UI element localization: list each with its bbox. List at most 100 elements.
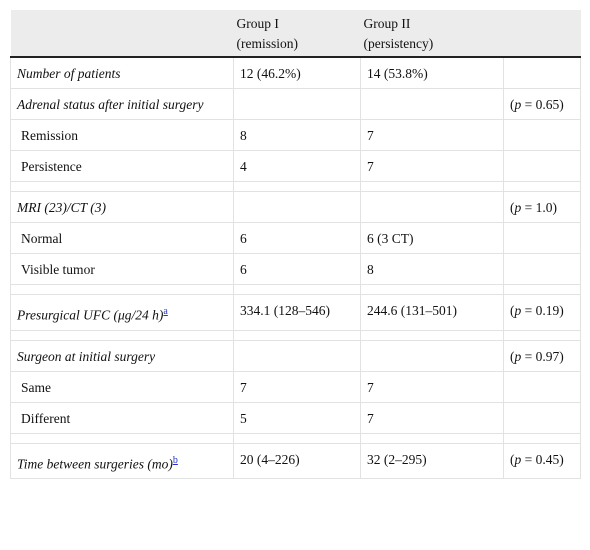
row-label: Adrenal status after initial surgery [17,97,204,112]
spacer-cell [503,181,581,192]
value-cell [360,339,504,372]
cell-value: 8 [240,128,247,143]
p-cell [503,370,581,403]
p-value-part: = 0.65) [521,97,564,112]
spacer-cell [360,329,504,341]
row: MRI (23)/CT (3) (p = 1.0) [10,191,581,223]
label-cell: Normal [10,222,234,254]
row: Number of patients 12 (46.2%) 14 (53.8%) [10,56,581,89]
cell-value: 12 (46.2%) [240,66,301,81]
value-cell: 244.6 (131–501) [360,294,504,331]
spacer-row [10,181,581,192]
row-label: Number of patients [17,66,121,81]
sub-row: Remission 8 7 [10,119,581,151]
footnote-link[interactable]: a [163,306,168,317]
value-cell: 7 [360,370,504,403]
p-cell [503,56,581,89]
value-cell [233,88,361,120]
p-cell: (p = 1.0) [503,191,581,223]
p-value-part: p [514,97,522,112]
cell-value: 7 [367,128,374,143]
row-label: Normal [21,231,63,246]
value-cell: 6 [233,253,361,285]
p-value-part: p [514,348,522,364]
row: Presurgical UFC (μg/24 h)a 334.1 (128–546… [10,294,581,331]
label-cell: Different [10,401,234,434]
value-cell [233,339,361,372]
label-cell: Same [10,370,234,403]
row: Time between surgeries (mo)b 20 (4–226) 32… [10,442,581,479]
spacer-cell [10,432,234,444]
row: Surgeon at initial surgery (p = 0.97) [10,339,581,372]
p-value-part: ( [510,200,515,215]
p-value-part: = 0.19) [521,303,564,318]
cell-value: 6 (3 CT) [367,231,414,246]
row-label: Remission [21,128,79,143]
row-label: Same [21,379,51,395]
row-label: MRI (23)/CT (3) [17,200,106,215]
p-cell [503,119,581,151]
cell-value: 14 (53.8%) [367,66,428,81]
cell-value: 5 [240,410,247,426]
header-text: Group II [363,16,411,31]
label-cell: Visible tumor [10,253,234,285]
cell-value: 4 [240,159,247,174]
footnote: a [163,305,167,317]
footnote: b [173,454,178,466]
p-value-part: = 0.97) [521,348,564,364]
cell-value: 334.1 (128–546) [240,303,330,318]
value-cell: 7 [360,401,504,434]
table-body: Number of patients 12 (46.2%) 14 (53.8%) Ad… [10,56,581,479]
value-cell: 4 [233,150,361,182]
value-cell: 32 (2–295) [360,442,504,479]
value-cell: 8 [360,253,504,285]
row-label: Visible tumor [21,262,95,277]
label-cell: Presurgical UFC (μg/24 h)a [10,294,234,331]
p-cell [503,150,581,182]
cell-value: 6 [240,231,247,246]
sub-row: Same 7 7 [10,370,581,403]
value-cell: 12 (46.2%) [233,56,361,89]
value-cell: 7 [233,370,361,403]
value-cell: 20 (4–226) [233,442,361,479]
sub-row: Normal 6 6 (3 CT) [10,222,581,254]
spacer-cell [10,329,234,341]
footnote-link[interactable]: b [172,454,178,466]
p-value-part: ( [510,348,515,364]
cell-value: 6 [240,262,247,277]
spacer-row [10,432,581,444]
value-cell [360,88,504,120]
value-cell: 334.1 (128–546) [233,294,361,331]
spacer-row [10,329,581,341]
row-label: Persistence [21,159,82,174]
label-cell: Surgeon at initial surgery [10,339,234,372]
spacer-cell [360,284,504,295]
cell-value: 7 [240,379,247,395]
row-label: Surgeon at initial surgery [17,348,156,364]
label-cell: Number of patients [10,56,234,89]
value-cell: 7 [360,119,504,151]
p-value-part: ( [510,303,515,318]
value-cell: 6 [233,222,361,254]
p-cell: (p = 0.45) [503,442,581,479]
value-cell: 14 (53.8%) [360,56,504,89]
spacer-cell [503,432,581,444]
spacer-cell [360,432,504,444]
spacer-cell [233,432,361,444]
row-label: Different [21,410,71,426]
data-table: Group I (remission) Group II (persistency)… [10,10,581,479]
p-cell [503,253,581,285]
p-cell [503,222,581,254]
spacer-cell [233,329,361,341]
cell-value: 20 (4–226) [240,451,300,467]
label-cell: Persistence [10,150,234,182]
value-cell [360,191,504,223]
header-row: Group I (remission) Group II (persistency) [10,10,581,58]
header-cell [10,10,234,58]
p-cell [503,401,581,434]
value-cell: 6 (3 CT) [360,222,504,254]
sub-row: Different 5 7 [10,401,581,434]
p-value-part: p [514,303,522,318]
spacer-row [10,284,581,295]
cell-value: 244.6 (131–501) [367,303,457,318]
